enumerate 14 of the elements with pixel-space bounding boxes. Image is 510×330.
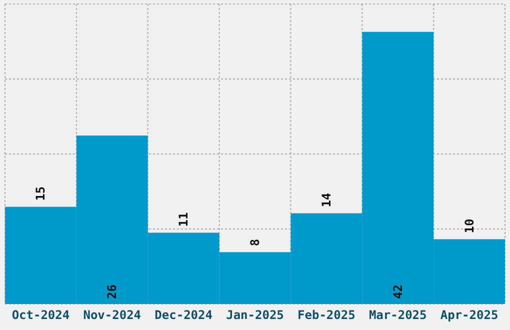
x-tick-label: Dec-2024: [154, 308, 212, 322]
x-tick-label: Apr-2025: [440, 308, 498, 322]
x-tick-label: Jan-2025: [226, 308, 284, 322]
x-tick-label: Nov-2024: [83, 308, 142, 322]
x-tick-label: Feb-2025: [298, 308, 356, 322]
data-label: 8: [248, 238, 262, 246]
x-tick-label: Oct-2024: [12, 308, 70, 322]
data-label: 15: [34, 186, 48, 201]
data-label: 42: [390, 284, 405, 299]
data-label: 14: [319, 192, 334, 208]
data-label: 26: [105, 284, 120, 299]
data-label: 10: [462, 218, 476, 234]
x-tick-label: Mar-2025: [368, 308, 427, 322]
data-label: 11: [176, 212, 191, 227]
